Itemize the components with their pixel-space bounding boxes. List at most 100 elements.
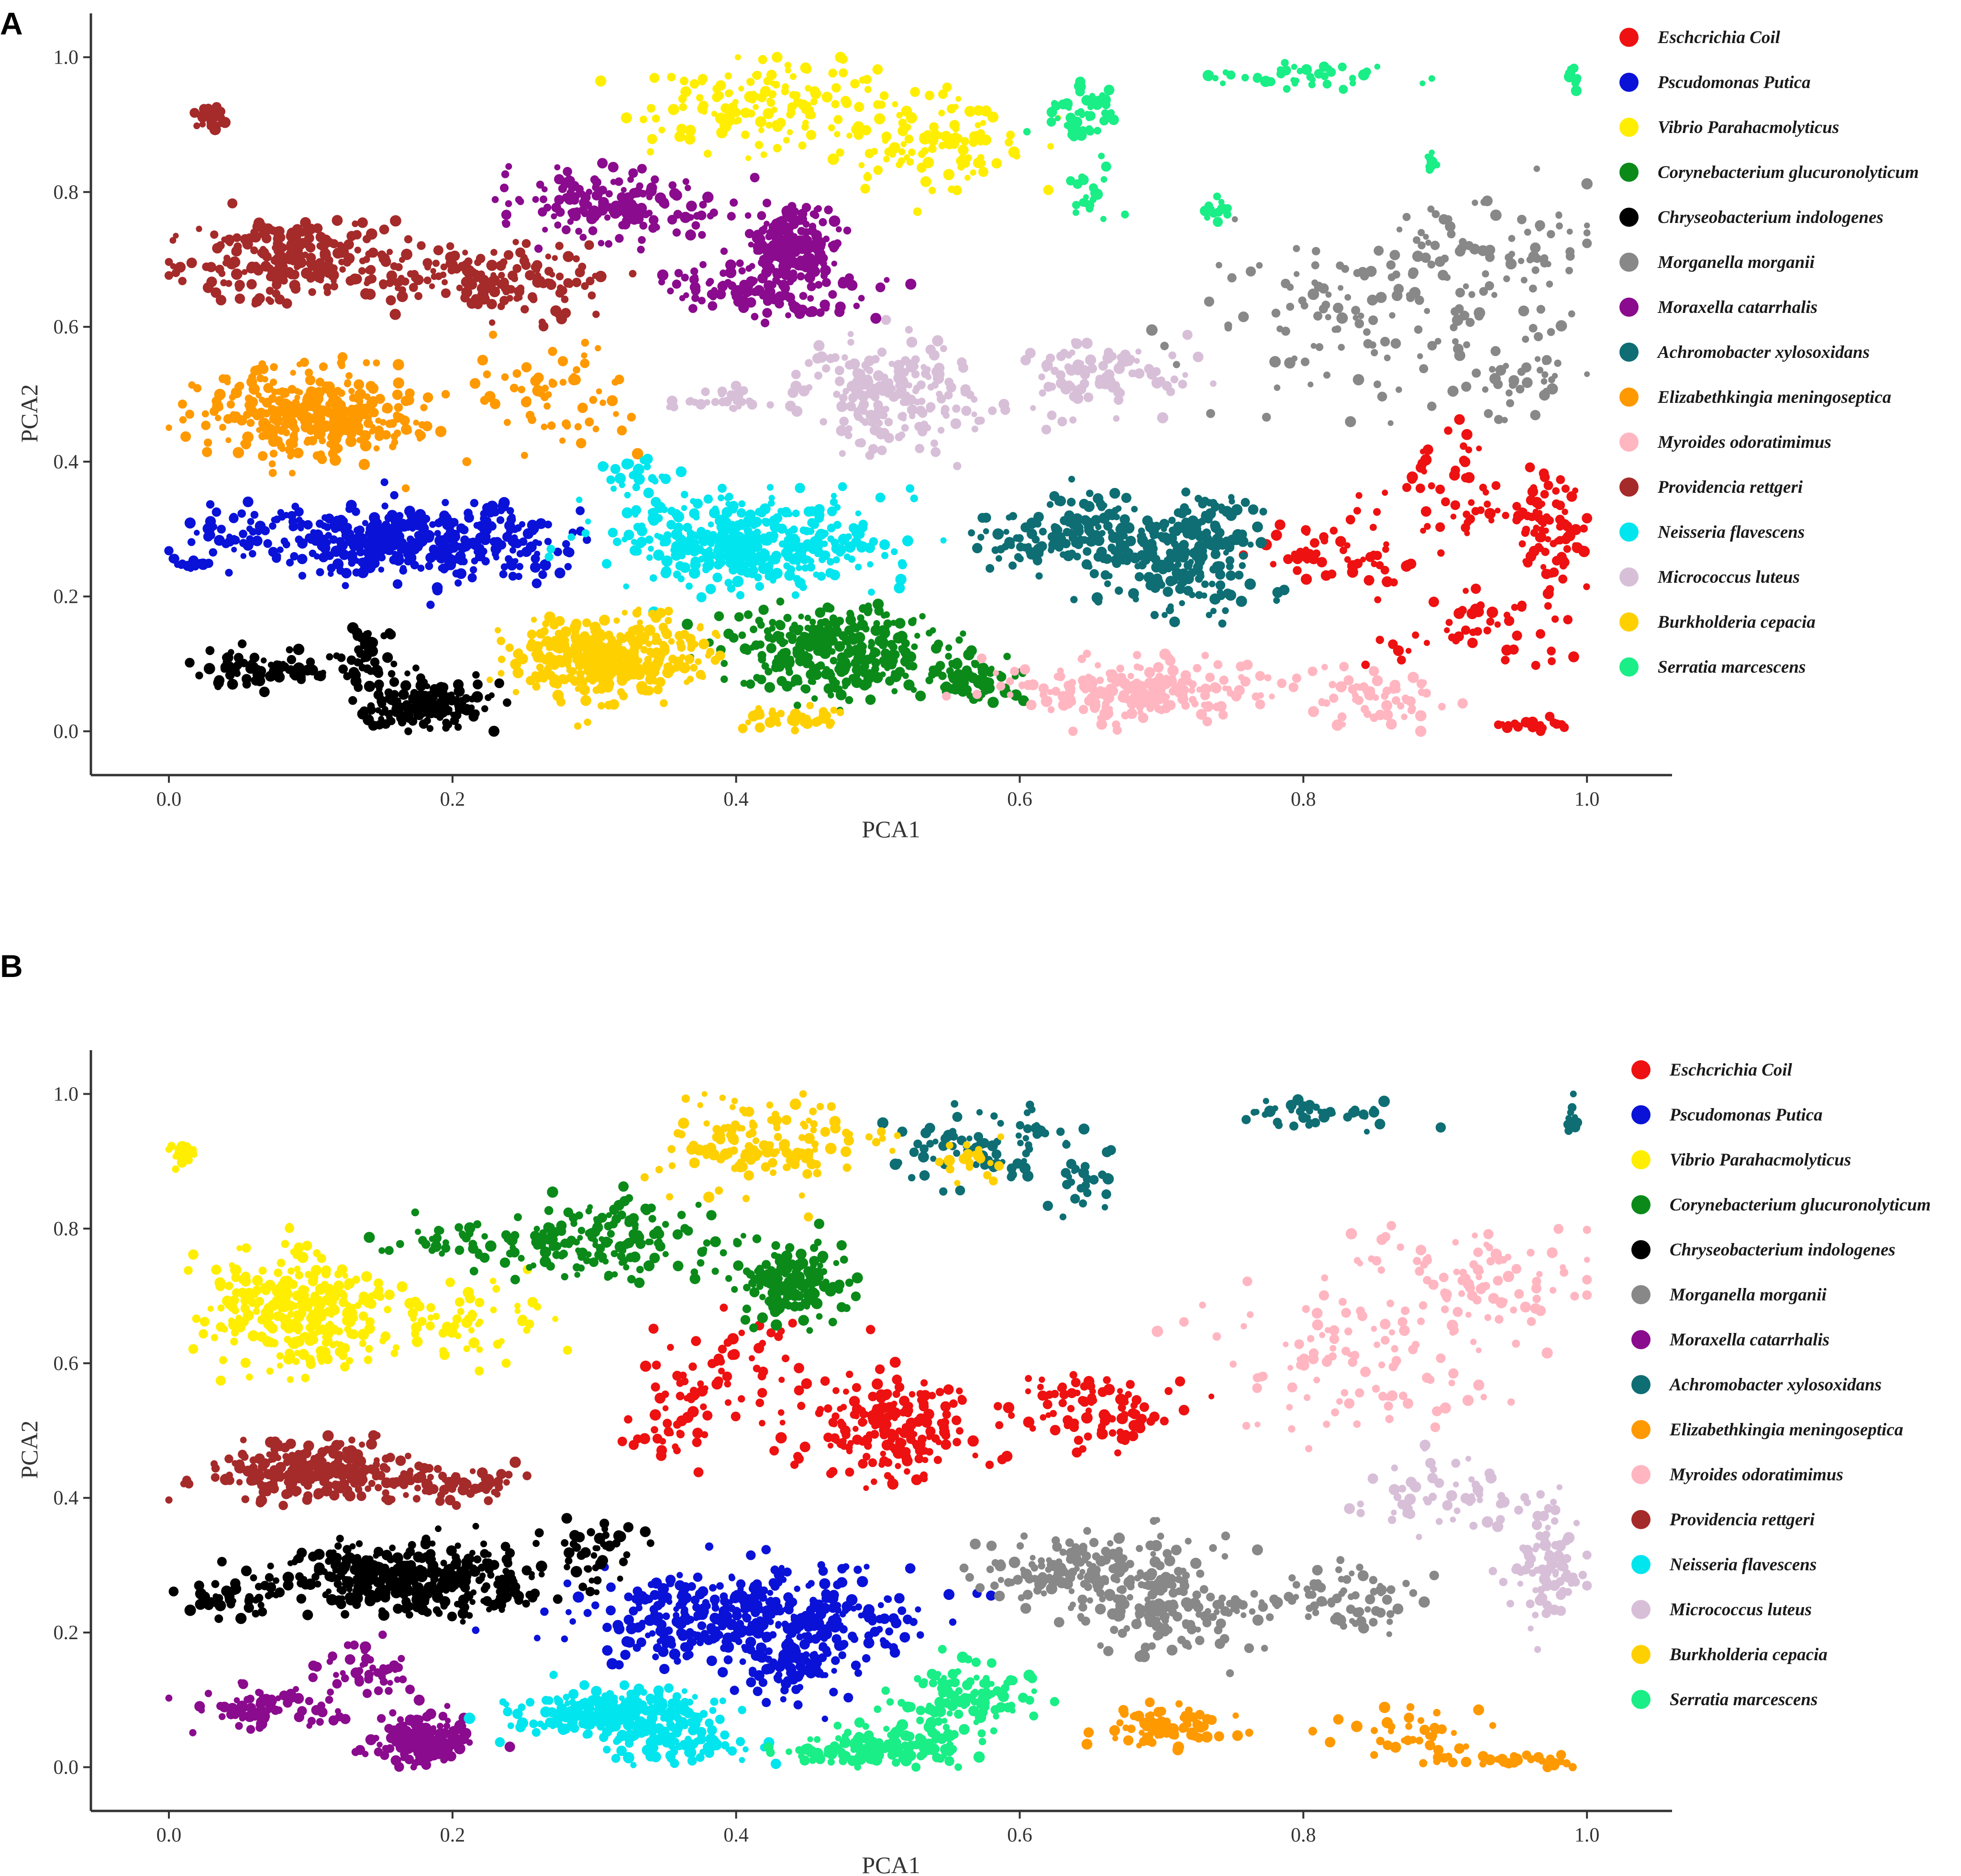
point	[961, 137, 969, 146]
point	[1163, 587, 1173, 597]
point	[1107, 706, 1113, 712]
point	[970, 675, 979, 683]
point	[781, 653, 790, 661]
point	[237, 509, 246, 518]
point	[289, 423, 299, 432]
point	[229, 513, 239, 523]
point	[751, 312, 759, 321]
point	[512, 558, 519, 564]
point	[1480, 198, 1488, 206]
point	[249, 550, 256, 558]
point	[859, 399, 869, 410]
point	[703, 149, 712, 158]
point	[412, 664, 420, 672]
point	[803, 506, 814, 517]
point	[1551, 373, 1558, 379]
point	[536, 180, 544, 189]
point	[822, 364, 831, 373]
point	[178, 559, 187, 568]
point	[853, 407, 862, 416]
point	[413, 420, 419, 426]
point	[1543, 480, 1553, 490]
point	[745, 553, 754, 562]
point	[1000, 405, 1010, 415]
point	[1369, 666, 1379, 677]
point	[1345, 416, 1356, 427]
point	[1521, 362, 1532, 373]
point	[1461, 625, 1471, 635]
point	[490, 249, 498, 256]
point	[810, 88, 821, 100]
point	[1368, 315, 1378, 325]
point	[1006, 130, 1015, 140]
point	[478, 275, 489, 286]
point	[1179, 600, 1185, 606]
point	[218, 374, 228, 383]
point	[674, 131, 686, 142]
point	[789, 102, 796, 109]
point	[750, 625, 758, 633]
point	[287, 227, 298, 239]
point	[1115, 505, 1122, 512]
point	[1046, 501, 1054, 508]
point	[773, 234, 784, 244]
point	[839, 393, 848, 402]
point	[319, 437, 326, 444]
point	[1462, 283, 1469, 289]
point	[235, 283, 244, 292]
point	[1565, 252, 1575, 261]
point	[329, 454, 341, 466]
point	[1531, 548, 1540, 556]
point	[1352, 374, 1364, 386]
point	[570, 621, 581, 633]
point	[896, 112, 903, 119]
point	[560, 626, 572, 638]
point	[807, 282, 817, 291]
point	[744, 91, 756, 103]
point	[1109, 488, 1120, 499]
point	[1318, 304, 1328, 314]
point	[831, 100, 840, 109]
point	[637, 245, 645, 254]
point	[1484, 409, 1493, 418]
point	[839, 416, 849, 426]
point	[667, 288, 674, 295]
point	[1076, 535, 1085, 544]
point	[797, 272, 805, 281]
point	[395, 285, 401, 291]
point	[351, 274, 362, 284]
point	[1101, 502, 1108, 509]
point	[1484, 508, 1496, 520]
point	[607, 395, 618, 406]
point	[914, 633, 920, 639]
point	[685, 124, 696, 136]
point	[239, 530, 247, 538]
point	[1317, 557, 1327, 567]
point	[910, 617, 917, 623]
point	[1427, 260, 1436, 269]
point	[484, 391, 496, 402]
point	[487, 677, 493, 683]
point	[1162, 612, 1168, 618]
point	[1286, 302, 1295, 311]
point	[386, 539, 392, 545]
point	[540, 393, 549, 401]
point	[849, 358, 860, 370]
point	[476, 521, 486, 531]
point	[621, 610, 628, 616]
point	[1134, 693, 1141, 701]
point	[829, 614, 838, 622]
point	[1234, 570, 1244, 580]
point	[242, 431, 254, 443]
point	[845, 696, 853, 704]
series-8	[166, 331, 643, 492]
point	[1448, 633, 1456, 642]
point	[845, 425, 853, 433]
point	[770, 521, 781, 533]
point	[211, 507, 222, 517]
point	[613, 617, 620, 624]
point	[687, 397, 694, 404]
point	[745, 155, 752, 161]
point	[766, 99, 776, 107]
point	[1387, 420, 1394, 426]
